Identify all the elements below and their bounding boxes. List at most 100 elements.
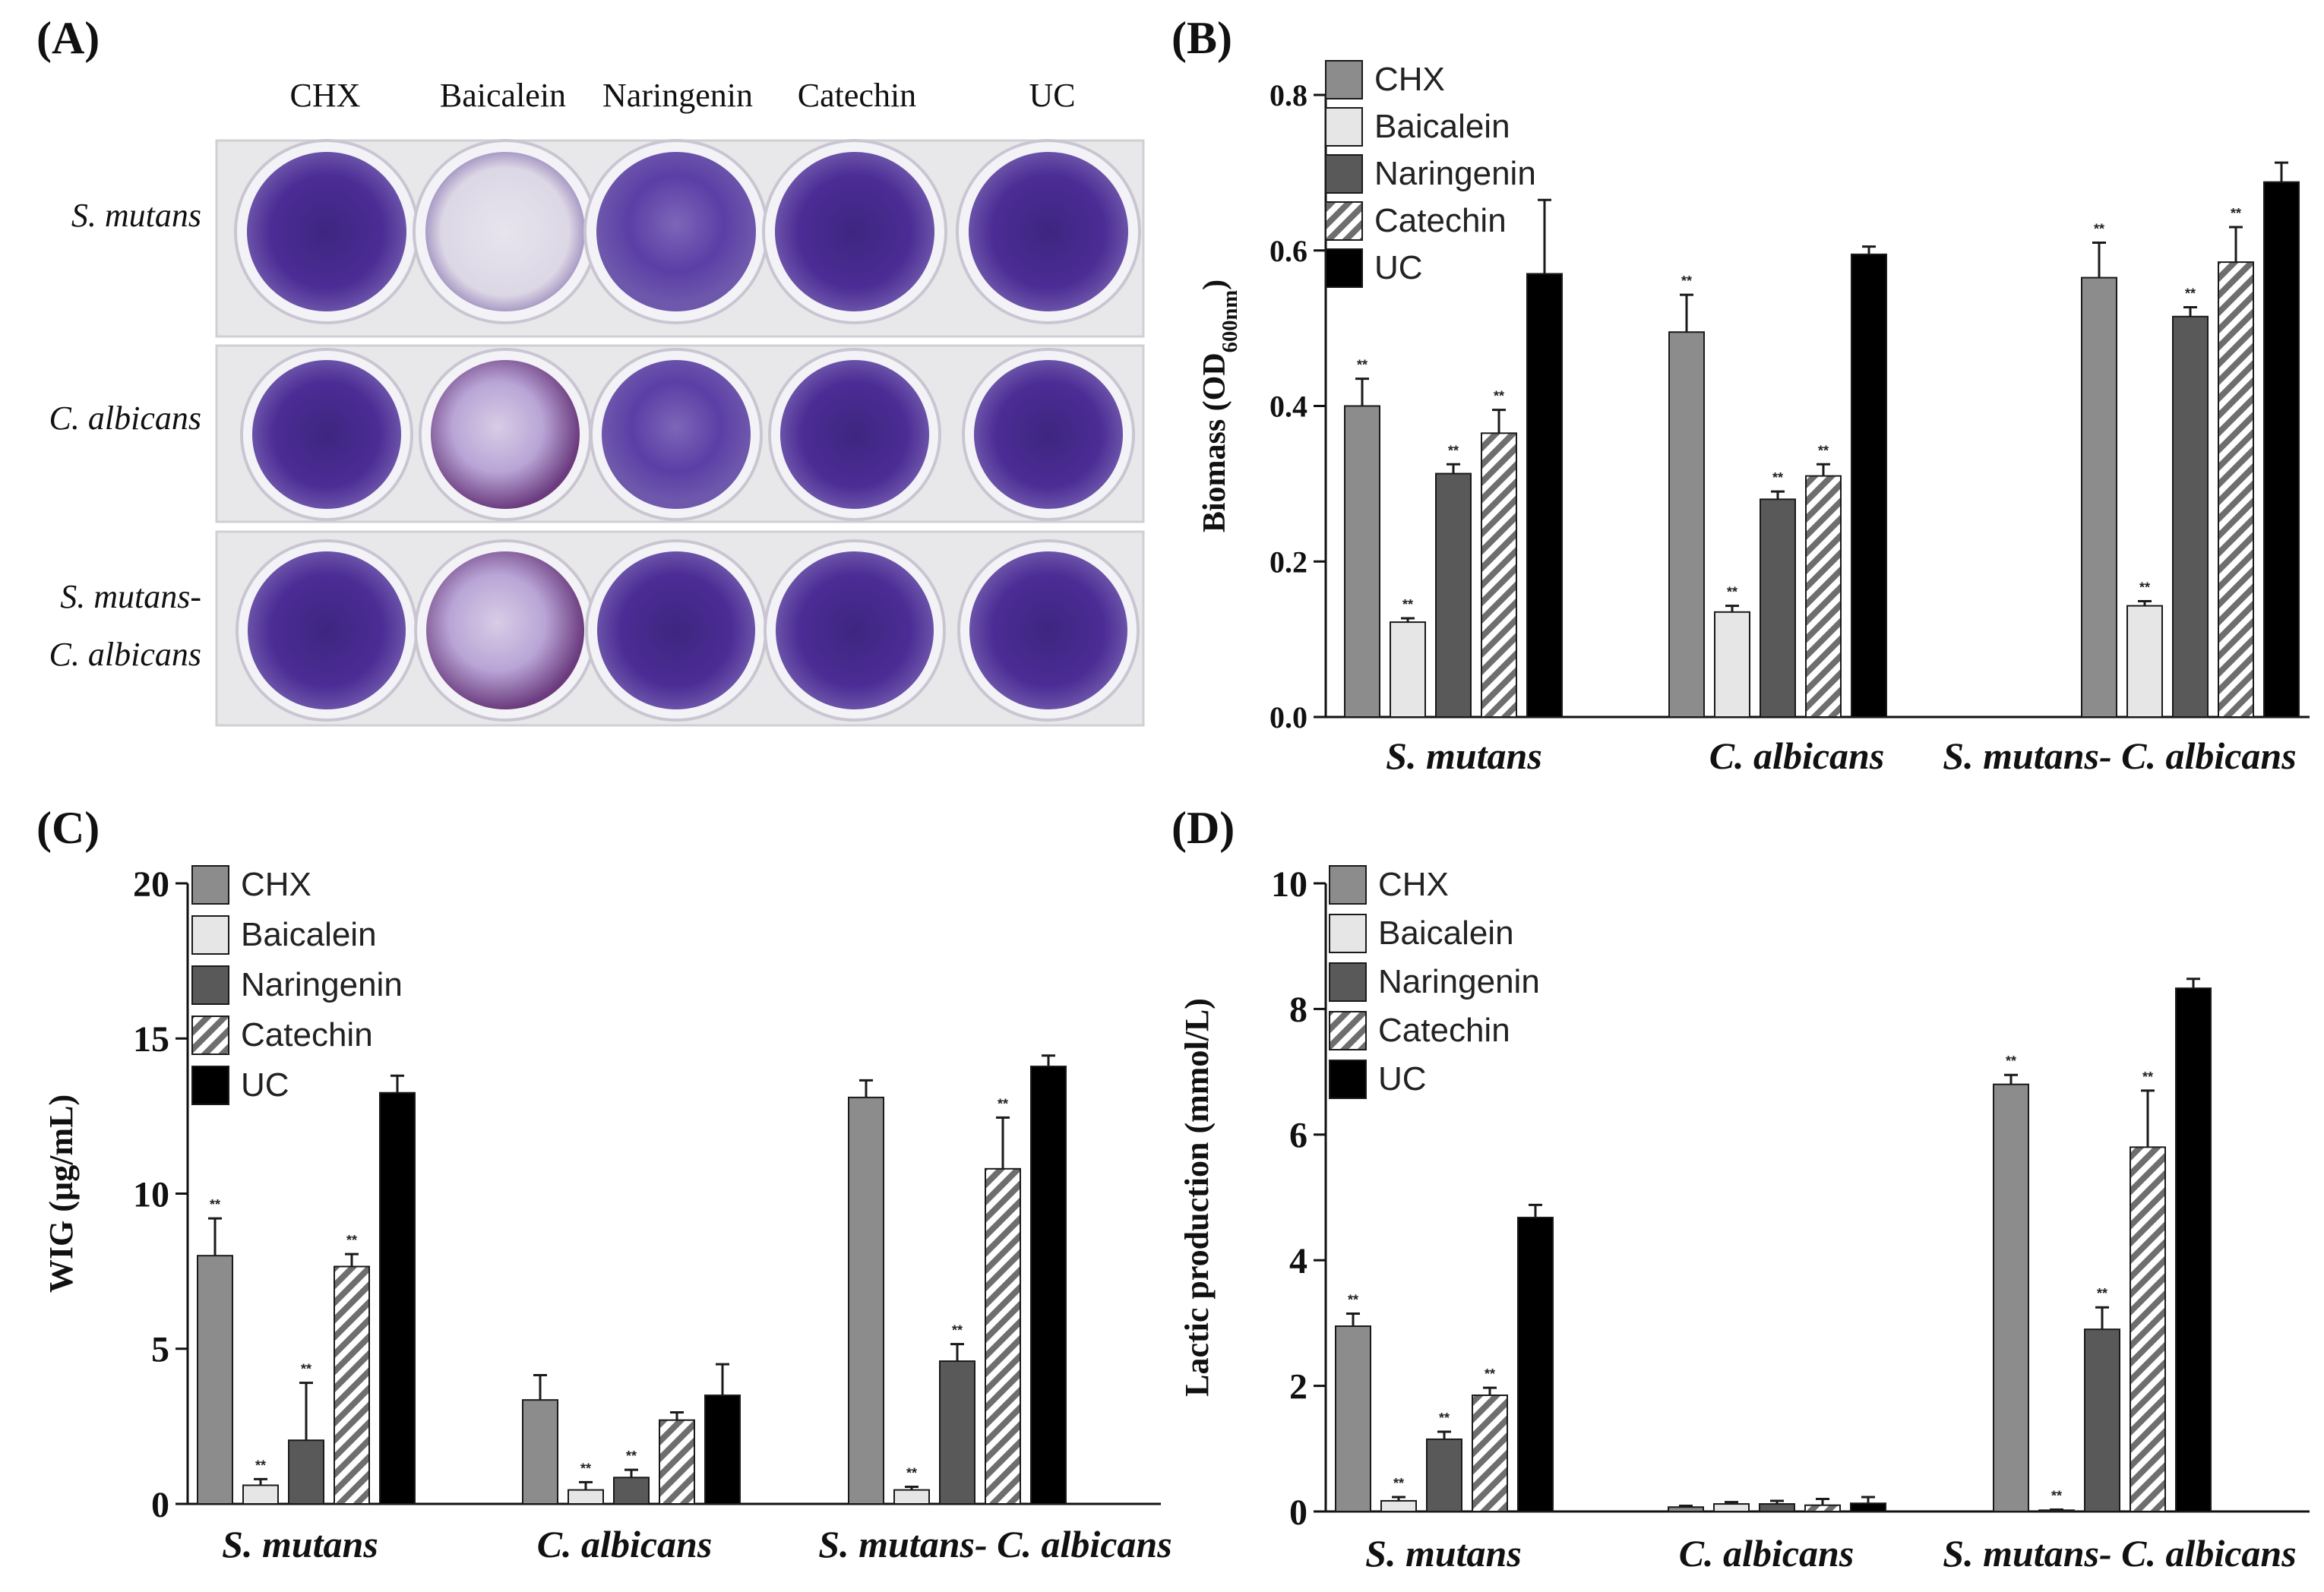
y-tick-label: 0.4 bbox=[1270, 390, 1307, 424]
significance-mark: ** bbox=[255, 1458, 266, 1473]
y-tick-label: 6 bbox=[1289, 1116, 1307, 1156]
y-tick-label: 0 bbox=[1289, 1492, 1307, 1533]
bar-uc-c-albicans bbox=[1850, 1502, 1886, 1513]
y-axis-label-sub: 600nm bbox=[1219, 290, 1242, 353]
x-category-s-mutans: S. mutans bbox=[222, 1523, 378, 1565]
well-calbicans-uc bbox=[974, 360, 1123, 509]
legend: CHX Baicalein Naringenin Catechin UC bbox=[1325, 60, 1536, 288]
y-axis-label: Biomass (OD600nm) bbox=[1197, 280, 1242, 532]
x-category-s-mutans-c-albicans: S. mutans- C. albicans bbox=[1943, 1532, 2296, 1575]
well-smutans-uc bbox=[969, 152, 1128, 311]
series-uc bbox=[379, 1054, 1067, 1505]
x-category-s-mutans: S. mutans bbox=[1365, 1532, 1522, 1575]
bar-catechin-c-albicans bbox=[1804, 1504, 1841, 1512]
significance-mark: ** bbox=[1402, 597, 1413, 612]
y-axis-label-main: Lactic production (mmol/L) bbox=[1178, 998, 1216, 1397]
bar-uc-s-mutans bbox=[1517, 1216, 1554, 1512]
significance-mark: ** bbox=[1439, 1410, 1450, 1426]
legend-swatch-uc bbox=[1329, 1060, 1367, 1099]
series-baicalein: ** ** bbox=[1380, 1476, 2075, 1513]
y-tick-label: 10 bbox=[1271, 864, 1307, 905]
legend-label-naringenin: Naringenin bbox=[241, 966, 403, 1003]
bar-naringenin-s-mutans-c-albicans bbox=[2084, 1328, 2120, 1513]
significance-mark: ** bbox=[998, 1096, 1008, 1111]
legend-label-catechin: Catechin bbox=[1374, 202, 1507, 239]
legend-label-uc: UC bbox=[1378, 1060, 1427, 1098]
legend-label-uc: UC bbox=[1374, 249, 1423, 286]
x-category-s-mutans-c-albicans: S. mutans- C. albicans bbox=[1943, 734, 2296, 777]
column-label-uc: UC bbox=[1029, 77, 1075, 114]
bar-uc-s-mutans-c-albicans bbox=[1030, 1066, 1067, 1505]
legend: CHX Baicalein Naringenin Catechin UC bbox=[191, 865, 403, 1105]
bar-chx-s-mutans-c-albicans bbox=[848, 1096, 884, 1505]
significance-mark: ** bbox=[210, 1197, 220, 1212]
bar-catechin-c-albicans bbox=[659, 1419, 695, 1505]
y-axis-label: WIG (µg/mL) bbox=[43, 1094, 80, 1293]
legend-swatch-catechin bbox=[191, 1016, 229, 1055]
bar-catechin-s-mutans-c-albicans bbox=[2218, 261, 2254, 718]
bar-chx-s-mutans bbox=[1335, 1325, 1371, 1513]
significance-mark: ** bbox=[2097, 1286, 2107, 1301]
series-chx: ** ** ** bbox=[1344, 222, 2117, 718]
significance-mark: ** bbox=[301, 1362, 311, 1377]
y-axis-label-main: Biomass (OD bbox=[1197, 352, 1232, 532]
well-mixed-catechin bbox=[776, 551, 934, 709]
significance-mark: ** bbox=[1772, 470, 1783, 485]
bar-naringenin-s-mutans bbox=[1426, 1438, 1462, 1513]
y-axis-label-main: WIG (µg/mL) bbox=[43, 1094, 80, 1293]
series-catechin: ** ** ** bbox=[1481, 206, 2254, 718]
y-axis-label: Lactic production (mmol/L) bbox=[1178, 998, 1216, 1397]
bar-naringenin-s-mutans-c-albicans bbox=[2172, 315, 2209, 718]
legend-label-catechin: Catechin bbox=[1378, 1012, 1510, 1049]
y-tick-label: 15 bbox=[133, 1019, 169, 1060]
legend-swatch-chx bbox=[1329, 865, 1367, 905]
legend-label-baicalein: Baicalein bbox=[241, 916, 377, 953]
significance-mark: ** bbox=[1357, 358, 1368, 373]
well-smutans-catechin bbox=[775, 152, 934, 311]
well-mixed-baicalein bbox=[426, 551, 584, 709]
bar-naringenin-s-mutans bbox=[1435, 472, 1472, 718]
well-smutans-chx bbox=[247, 152, 406, 311]
legend-swatch-naringenin bbox=[191, 965, 229, 1005]
significance-mark: ** bbox=[2142, 1069, 2153, 1085]
bar-naringenin-c-albicans bbox=[613, 1477, 650, 1505]
legend-label-chx: CHX bbox=[1374, 61, 1445, 98]
y-tick-label: 0.2 bbox=[1270, 545, 1307, 579]
bar-baicalein-c-albicans bbox=[1714, 611, 1750, 719]
legend-label-uc: UC bbox=[241, 1066, 289, 1104]
column-label-naringenin: Naringenin bbox=[602, 77, 753, 114]
bar-uc-s-mutans-c-albicans bbox=[2263, 181, 2300, 719]
panel-a-column-labels: CHX Baicalein Naringenin Catechin UC bbox=[290, 77, 1076, 114]
column-label-baicalein: Baicalein bbox=[440, 77, 566, 114]
significance-mark: ** bbox=[2139, 580, 2150, 595]
bar-baicalein-s-mutans bbox=[1390, 621, 1426, 718]
y-tick-label: 0.0 bbox=[1270, 700, 1307, 734]
series-chx: ** ** bbox=[1335, 1053, 2029, 1513]
x-category-s-mutans: S. mutans bbox=[1386, 734, 1542, 777]
series-uc bbox=[1526, 161, 2300, 719]
panel-letter: (B) bbox=[1171, 13, 1232, 63]
well-mixed-chx bbox=[248, 551, 406, 709]
legend-label-baicalein: Baicalein bbox=[1374, 108, 1510, 145]
bar-naringenin-s-mutans bbox=[288, 1439, 324, 1505]
y-tick-label: 10 bbox=[133, 1174, 169, 1215]
bar-naringenin-s-mutans-c-albicans bbox=[939, 1360, 975, 1505]
bar-catechin-c-albicans bbox=[1805, 475, 1842, 718]
row-label-mixed-line2: C. albicans bbox=[49, 636, 201, 673]
bar-chx-s-mutans bbox=[1344, 405, 1380, 718]
well-calbicans-baicalein bbox=[431, 360, 580, 509]
bar-catechin-s-mutans bbox=[1481, 432, 1517, 718]
y-tick-label: 0.6 bbox=[1270, 234, 1307, 268]
series-catechin: ** ** bbox=[334, 1096, 1021, 1505]
row-label-s-mutans: S. mutans bbox=[71, 197, 201, 234]
bar-baicalein-s-mutans bbox=[1380, 1499, 1417, 1513]
legend-label-catechin: Catechin bbox=[241, 1016, 373, 1053]
significance-mark: ** bbox=[1681, 273, 1692, 289]
legend-label-chx: CHX bbox=[241, 866, 311, 903]
legend-swatch-naringenin bbox=[1329, 962, 1367, 1002]
well-smutans-naringenin bbox=[596, 152, 756, 311]
x-category-c-albicans: C. albicans bbox=[537, 1523, 713, 1565]
panel-letter: (D) bbox=[1171, 803, 1235, 853]
